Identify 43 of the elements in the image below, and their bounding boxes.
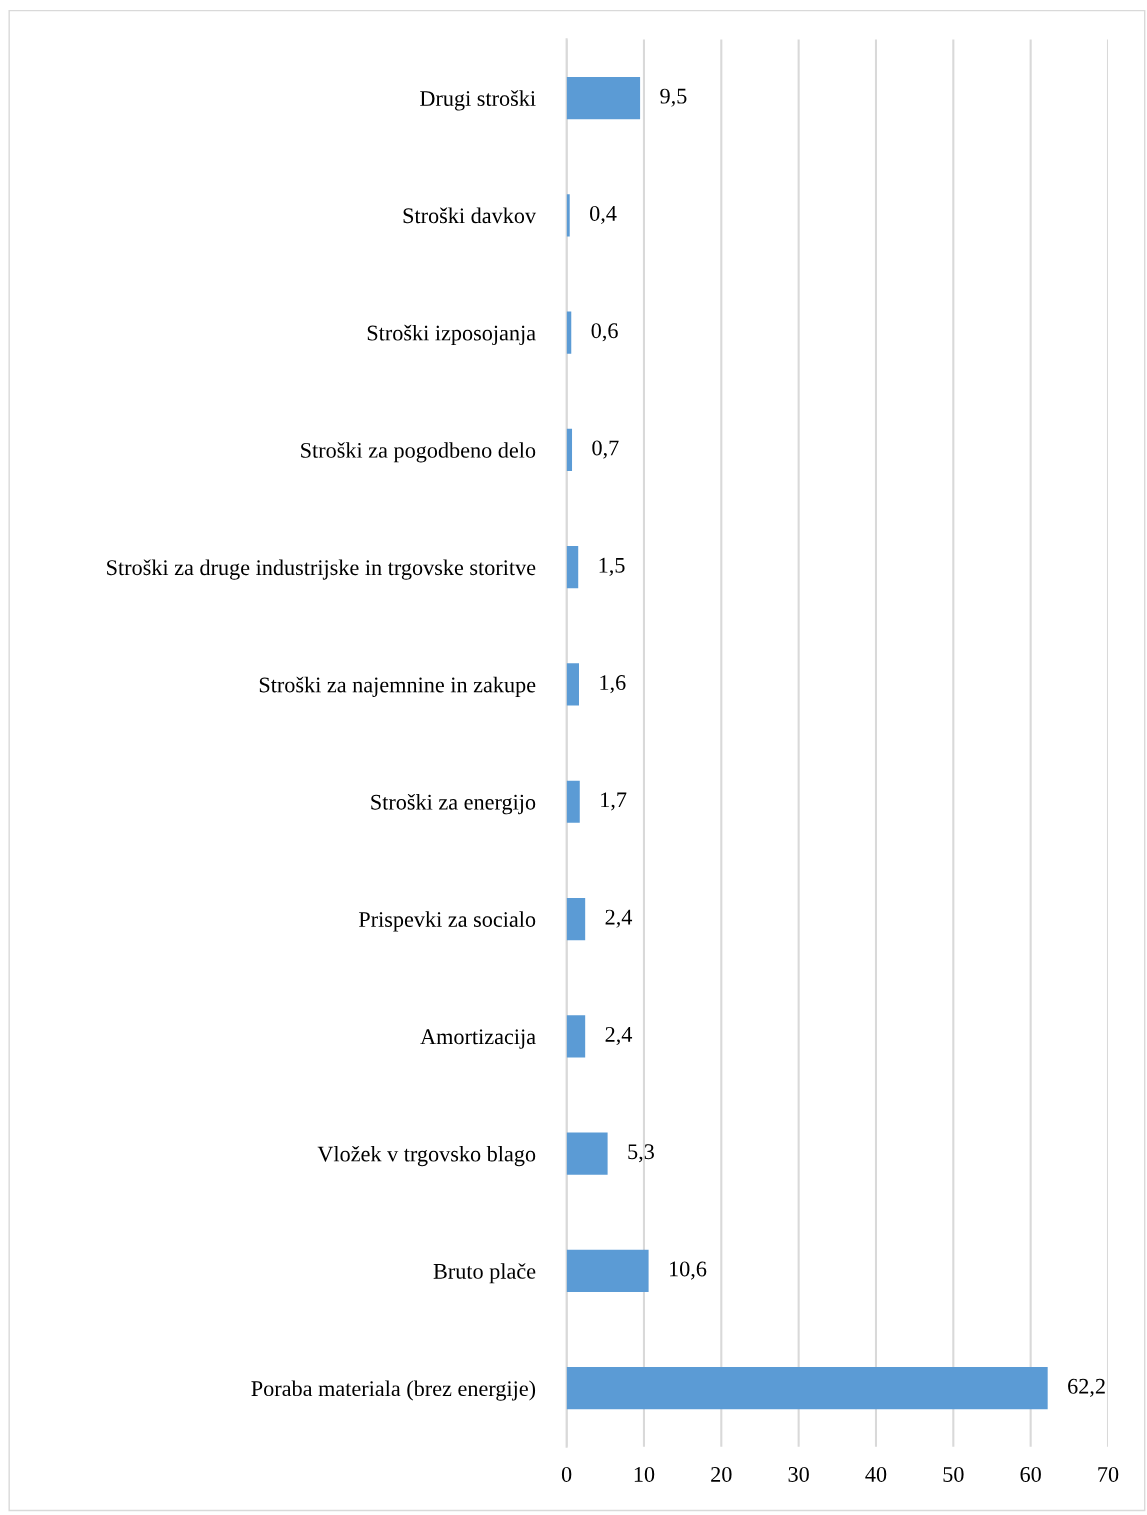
- bar: [566, 546, 579, 589]
- x-tick-label: 70: [1098, 1466, 1119, 1482]
- y-tick-label: Stroški za najemnine in zakupe: [259, 676, 536, 697]
- x-tick-label: 50: [943, 1466, 964, 1482]
- x-tick-label: 40: [865, 1466, 887, 1482]
- data-label: 1,7: [601, 792, 627, 811]
- y-tick-label: Amortizacija: [420, 1029, 536, 1049]
- x-tick-label: 30: [788, 1466, 809, 1482]
- y-tick-label: Stroški za pogodbeno delo: [301, 442, 536, 463]
- y-tick-label: Poraba materiala (brez energije): [251, 1380, 536, 1401]
- x-tick-label: 20: [711, 1466, 732, 1482]
- bar: [566, 1132, 608, 1175]
- x-tick-label: 0: [561, 1466, 572, 1482]
- data-label: 62,2: [1068, 1378, 1105, 1397]
- bar: [566, 1367, 1048, 1410]
- bar: [566, 76, 641, 120]
- data-label: 9,5: [660, 88, 687, 107]
- bar: [566, 897, 586, 941]
- x-tick-label: 10: [634, 1466, 655, 1482]
- bar: [566, 1249, 649, 1293]
- data-label: 0,6: [591, 323, 618, 342]
- bar: [566, 780, 580, 823]
- data-label: 1,5: [599, 557, 625, 576]
- bar: [566, 428, 573, 471]
- y-tick-label: Stroški davkov: [403, 207, 537, 224]
- x-tick-label: 60: [1020, 1466, 1041, 1482]
- data-label: 1,6: [600, 675, 626, 694]
- data-label: 2,4: [605, 909, 633, 928]
- bar: [566, 194, 570, 237]
- data-label: 0,4: [590, 205, 617, 225]
- bar: [566, 1015, 586, 1058]
- bar: [566, 663, 579, 706]
- y-tick-label: Stroški za energijo: [371, 794, 536, 815]
- y-tick-label: Prispevki za socialo: [358, 911, 536, 932]
- data-label: 2,4: [605, 1026, 633, 1046]
- y-tick-label: Vložek v trgovsko blago: [317, 1145, 536, 1167]
- y-tick-label: Stroški izposojanja: [367, 324, 536, 346]
- y-tick-label: Bruto plače: [433, 1263, 536, 1284]
- data-label: 5,3: [628, 1144, 654, 1163]
- data-label: 0,7: [592, 440, 619, 459]
- y-tick-label: Drugi stroški: [420, 90, 536, 111]
- data-label: 10,6: [670, 1261, 707, 1280]
- y-tick-label: Stroški za druge industrijske in trgovske storitve: [107, 559, 536, 580]
